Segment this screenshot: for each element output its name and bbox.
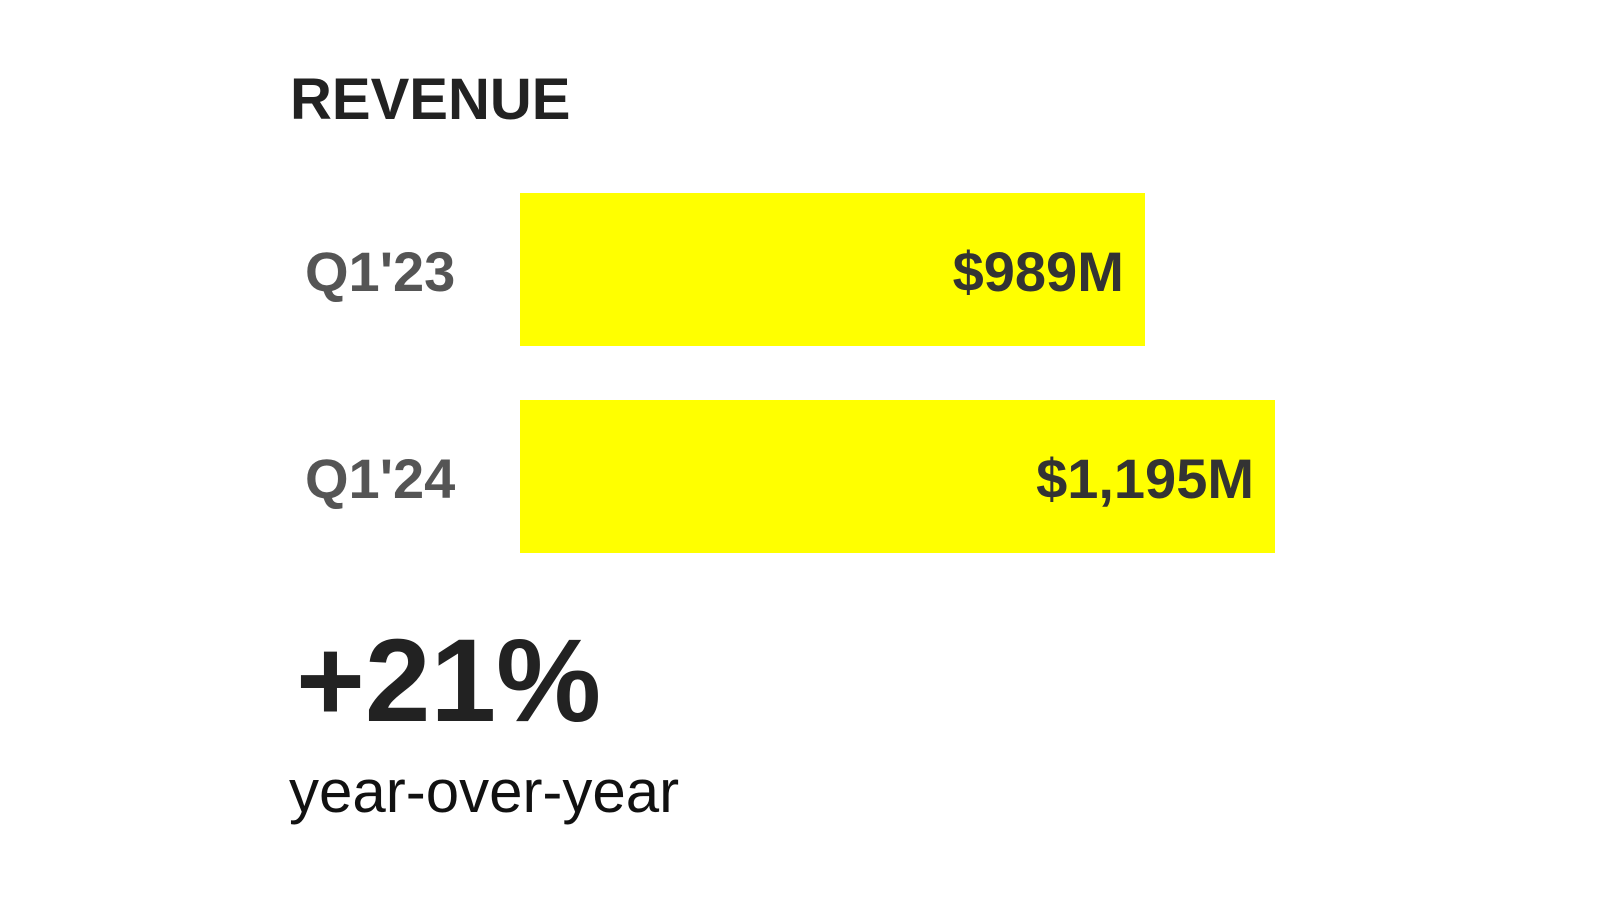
bar-1 [520,400,1275,553]
bar-0 [520,193,1145,346]
data-label: $989M [952,239,1124,303]
growth-caption: year-over-year [289,758,680,825]
category-label: Q1'23 [305,239,456,303]
category-label: Q1'24 [305,446,456,510]
growth-percentage: +21% [296,615,602,747]
data-label: $1,195M [1036,446,1254,510]
chart-title: REVENUE [290,67,571,132]
